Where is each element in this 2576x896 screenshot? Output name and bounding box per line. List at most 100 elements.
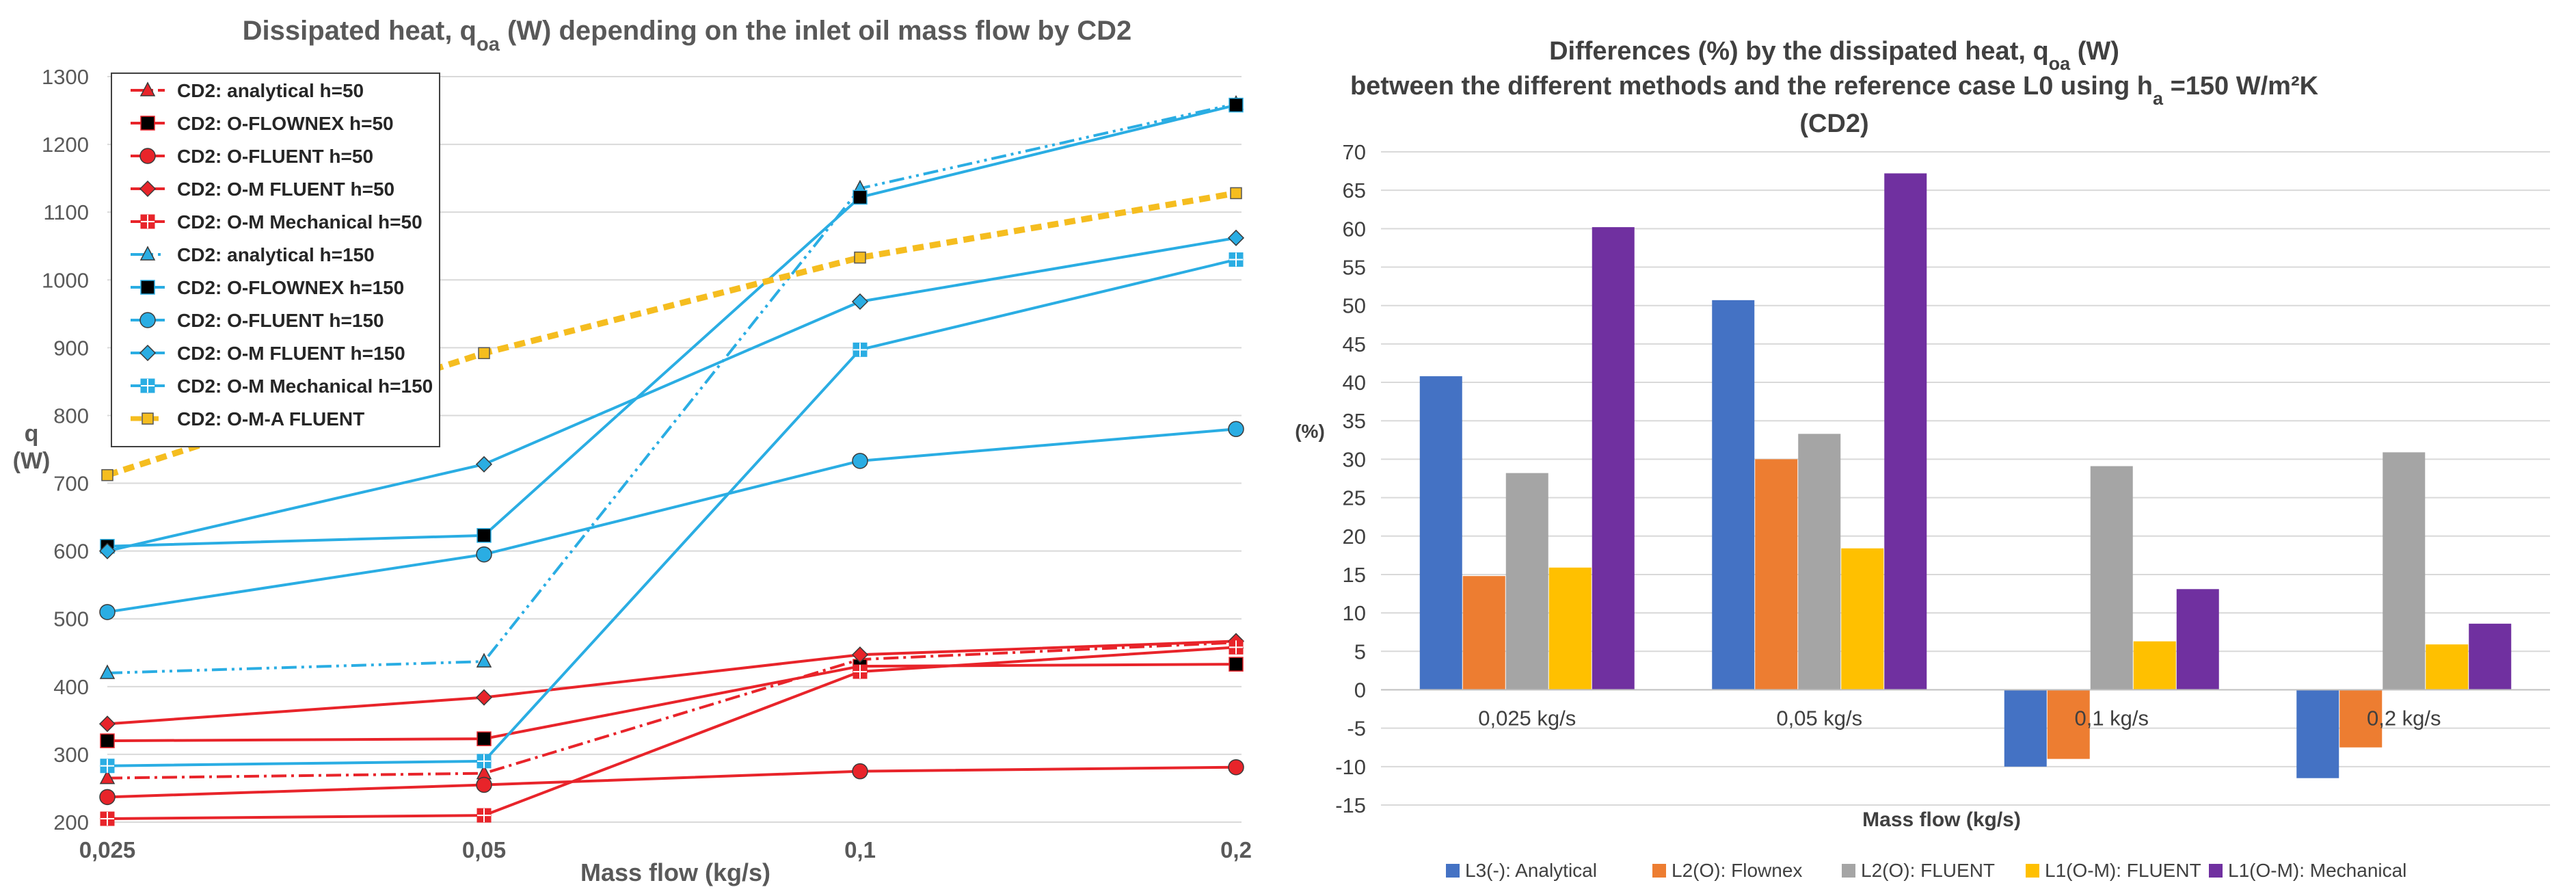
bar [1419, 376, 1462, 690]
legend-item: CD2: O-M-A FLUENT [131, 408, 364, 430]
x-tick-label: 0,05 [462, 837, 506, 862]
legend-box [111, 73, 440, 447]
y-tick-label: 400 [53, 675, 89, 699]
series-line [107, 427, 1237, 614]
square-yellow-marker [1230, 187, 1242, 200]
series-group [99, 759, 1244, 806]
diamond-marker [98, 715, 116, 733]
triangle-marker [139, 246, 156, 261]
triangle-marker [139, 81, 156, 96]
legend-label: CD2: O-M FLUENT h=50 [177, 179, 394, 200]
y-tick-label: 20 [1343, 525, 1366, 549]
x-tick-label: 0,05 kg/s [1776, 706, 1862, 730]
legend-item: L1(O-M): Mechanical [2209, 860, 2406, 881]
y-tick-label: 10 [1343, 601, 1366, 625]
y-tick-label: 35 [1343, 409, 1366, 433]
square-marker [1229, 657, 1244, 672]
x-tick-label: 0,025 kg/s [1478, 706, 1576, 730]
bar [2133, 641, 2176, 690]
circle-marker [476, 776, 492, 793]
legend-item: CD2: O-M FLUENT h=50 [131, 179, 394, 200]
square-yellow-marker [101, 469, 113, 482]
bar [1462, 576, 1505, 690]
legend-item: CD2: analytical h=150 [131, 244, 375, 265]
series-group [100, 657, 1244, 748]
legend-item: L2(O): FLUENT [1842, 860, 1995, 881]
triangle-marker [99, 769, 116, 785]
circle-marker [852, 763, 868, 780]
circle-marker [139, 148, 156, 164]
series-line [107, 765, 1237, 799]
circle-marker [99, 604, 116, 620]
diamond-marker [98, 542, 116, 559]
chart-title: (CD2) [1799, 109, 1868, 138]
bar [2090, 466, 2133, 690]
legend-label: L3(-): Analytical [1465, 860, 1597, 881]
diamond-marker [851, 293, 869, 311]
bar [2296, 689, 2339, 778]
y-tick-label: -15 [1335, 793, 1366, 817]
legend-item: CD2: O-M Mechanical h=50 [131, 211, 422, 233]
legend-label: CD2: analytical h=50 [177, 80, 364, 101]
legend-label: CD2: O-FLUENT h=150 [177, 310, 384, 331]
legend-item: CD2: O-FLUENT h=150 [131, 310, 384, 331]
series-line [107, 103, 1237, 548]
series-group [100, 640, 1244, 826]
y-axis-label: q [25, 421, 39, 447]
series-line [107, 646, 1237, 821]
bar [2176, 589, 2219, 690]
chart-title: between the different methods and the re… [1350, 72, 2319, 109]
legend-item: CD2: O-M Mechanical h=150 [131, 375, 433, 397]
y-tick-label: 1000 [42, 268, 89, 292]
series-group [98, 229, 1245, 559]
square-marker [100, 733, 115, 748]
legend-label: CD2: O-M-A FLUENT [177, 408, 364, 430]
legend-item: CD2: O-FLUENT h=50 [131, 146, 373, 167]
legend-label: CD2: O-FLOWNEX h=50 [177, 113, 394, 134]
triangle-marker [99, 664, 116, 679]
bar [1592, 227, 1635, 690]
y-tick-label: 65 [1343, 179, 1366, 202]
y-tick-label: 30 [1343, 447, 1366, 471]
bar [2339, 689, 2383, 748]
bar [1841, 548, 1884, 690]
bar [2469, 623, 2512, 690]
square-marker [1229, 97, 1244, 113]
legend-label: CD2: O-M Mechanical h=50 [177, 211, 422, 233]
legend-item: CD2: O-FLOWNEX h=150 [131, 277, 404, 298]
x-tick-label: 0,2 [1220, 837, 1252, 862]
legend-swatch [1652, 864, 1666, 878]
bar [1505, 473, 1548, 690]
series-line [107, 640, 1237, 726]
series-line [107, 641, 1237, 780]
series-line [107, 236, 1237, 553]
series-group [100, 252, 1244, 774]
y-tick-label: 60 [1343, 217, 1366, 241]
bar-chart: Differences (%) by the dissipated heat, … [1295, 37, 2550, 881]
square-yellow-marker [854, 251, 866, 264]
y-tick-label: -5 [1347, 717, 1366, 741]
circle-marker [1228, 759, 1244, 776]
y-tick-label: -10 [1335, 755, 1366, 779]
square-marker [140, 280, 155, 295]
diamond-marker [851, 646, 869, 663]
square-yellow-marker [142, 412, 154, 425]
y-tick-label: 40 [1343, 371, 1366, 395]
legend-label: CD2: analytical h=150 [177, 244, 375, 265]
legend-swatch [1446, 864, 1460, 878]
bar [2426, 644, 2469, 690]
legend-label: L1(O-M): Mechanical [2228, 860, 2406, 881]
circle-marker [476, 546, 492, 563]
square-yellow-marker [478, 347, 490, 360]
legend-label: L2(O): FLUENT [1861, 860, 1995, 881]
bar [2383, 452, 2426, 690]
y-tick-label: 70 [1343, 140, 1366, 164]
legend-label: CD2: O-M Mechanical h=150 [177, 375, 433, 397]
square-marker [140, 116, 155, 131]
bar [1798, 434, 1841, 690]
line-chart: Dissipated heat, qoa (W) depending on th… [13, 16, 1252, 886]
series-group [98, 633, 1245, 733]
circle-marker [139, 312, 156, 328]
x-tick-label: 0,1 kg/s [2074, 706, 2149, 730]
